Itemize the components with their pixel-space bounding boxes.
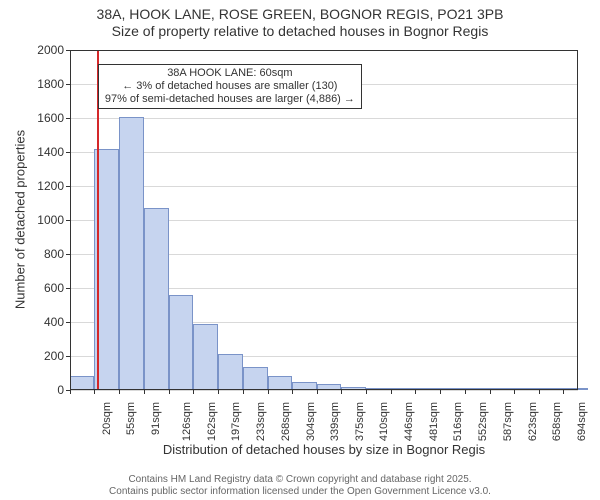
x-tick <box>391 390 392 394</box>
gridline <box>70 186 578 187</box>
x-tick <box>514 390 515 394</box>
gridline <box>70 390 578 391</box>
x-tick <box>268 390 269 394</box>
y-tick-label: 1800 <box>37 77 64 91</box>
x-tick-label: 446sqm <box>404 402 416 441</box>
x-tick-label: 126sqm <box>181 402 193 441</box>
y-tick-label: 400 <box>44 315 64 329</box>
histogram-bar <box>169 295 193 390</box>
title-line-2: Size of property relative to detached ho… <box>0 23 600 40</box>
x-tick-label: 268sqm <box>280 402 292 441</box>
x-tick <box>490 390 491 394</box>
footer-attribution: Contains HM Land Registry data © Crown c… <box>0 474 600 498</box>
x-tick-label: 233sqm <box>255 402 267 441</box>
x-tick <box>317 390 318 394</box>
gridline <box>70 118 578 119</box>
annotation-line: 38A HOOK LANE: 60sqm <box>105 67 355 80</box>
x-tick-label: 304sqm <box>305 402 317 441</box>
histogram-bar <box>70 376 94 390</box>
x-tick-label: 694sqm <box>576 402 588 441</box>
x-tick-label: 162sqm <box>206 402 218 441</box>
axis-right-line <box>577 50 578 390</box>
x-tick <box>193 390 194 394</box>
x-axis-label: Distribution of detached houses by size … <box>70 442 578 457</box>
y-tick-label: 0 <box>57 383 64 397</box>
x-tick <box>70 390 71 394</box>
x-tick-label: 410sqm <box>379 402 391 441</box>
x-tick-label: 339sqm <box>329 402 341 441</box>
x-axis-line <box>70 389 578 390</box>
x-tick-label: 481sqm <box>428 402 440 441</box>
histogram-bar <box>218 354 242 390</box>
annotation-box: 38A HOOK LANE: 60sqm← 3% of detached hou… <box>98 64 362 109</box>
x-tick <box>465 390 466 394</box>
plot-area: 020040060080010001200140016001800200020s… <box>70 50 578 390</box>
histogram-bar <box>193 324 218 390</box>
y-axis-line <box>70 50 71 390</box>
histogram-bar <box>144 208 169 390</box>
chart-container: 38A, HOOK LANE, ROSE GREEN, BOGNOR REGIS… <box>0 0 600 500</box>
x-tick-label: 91sqm <box>150 402 162 435</box>
x-tick-label: 658sqm <box>551 402 563 441</box>
x-tick <box>292 390 293 394</box>
histogram-bar <box>119 117 143 390</box>
x-tick-label: 552sqm <box>477 402 489 441</box>
y-tick-label: 1400 <box>37 145 64 159</box>
footer-line-1: Contains HM Land Registry data © Crown c… <box>0 474 600 486</box>
footer-line-2: Contains public sector information licen… <box>0 486 600 498</box>
histogram-bar <box>268 376 292 390</box>
y-tick-label: 1600 <box>37 111 64 125</box>
histogram-bar <box>243 367 268 390</box>
x-tick <box>563 390 564 394</box>
x-tick-label: 55sqm <box>125 402 137 435</box>
x-tick-label: 623sqm <box>527 402 539 441</box>
x-tick-label: 587sqm <box>502 402 514 441</box>
x-tick <box>94 390 95 394</box>
y-tick-label: 1000 <box>37 213 64 227</box>
x-tick-label: 516sqm <box>452 402 464 441</box>
x-tick <box>144 390 145 394</box>
axis-top-line <box>70 50 578 51</box>
gridline <box>70 152 578 153</box>
x-tick <box>415 390 416 394</box>
x-tick <box>440 390 441 394</box>
y-tick-label: 600 <box>44 281 64 295</box>
x-tick <box>539 390 540 394</box>
x-tick <box>243 390 244 394</box>
y-tick-label: 2000 <box>37 43 64 57</box>
y-tick-label: 200 <box>44 349 64 363</box>
x-tick <box>119 390 120 394</box>
x-tick <box>169 390 170 394</box>
y-axis-label: Number of detached properties <box>13 120 28 320</box>
y-tick-label: 1200 <box>37 179 64 193</box>
x-tick-label: 20sqm <box>101 402 113 435</box>
x-tick-label: 197sqm <box>230 402 242 441</box>
y-tick-label: 800 <box>44 247 64 261</box>
annotation-line: ← 3% of detached houses are smaller (130… <box>105 80 355 93</box>
chart-title-block: 38A, HOOK LANE, ROSE GREEN, BOGNOR REGIS… <box>0 6 600 40</box>
x-tick <box>366 390 367 394</box>
x-tick-label: 375sqm <box>354 402 366 441</box>
title-line-1: 38A, HOOK LANE, ROSE GREEN, BOGNOR REGIS… <box>0 6 600 23</box>
x-tick <box>341 390 342 394</box>
x-tick <box>218 390 219 394</box>
annotation-line: 97% of semi-detached houses are larger (… <box>105 93 355 106</box>
